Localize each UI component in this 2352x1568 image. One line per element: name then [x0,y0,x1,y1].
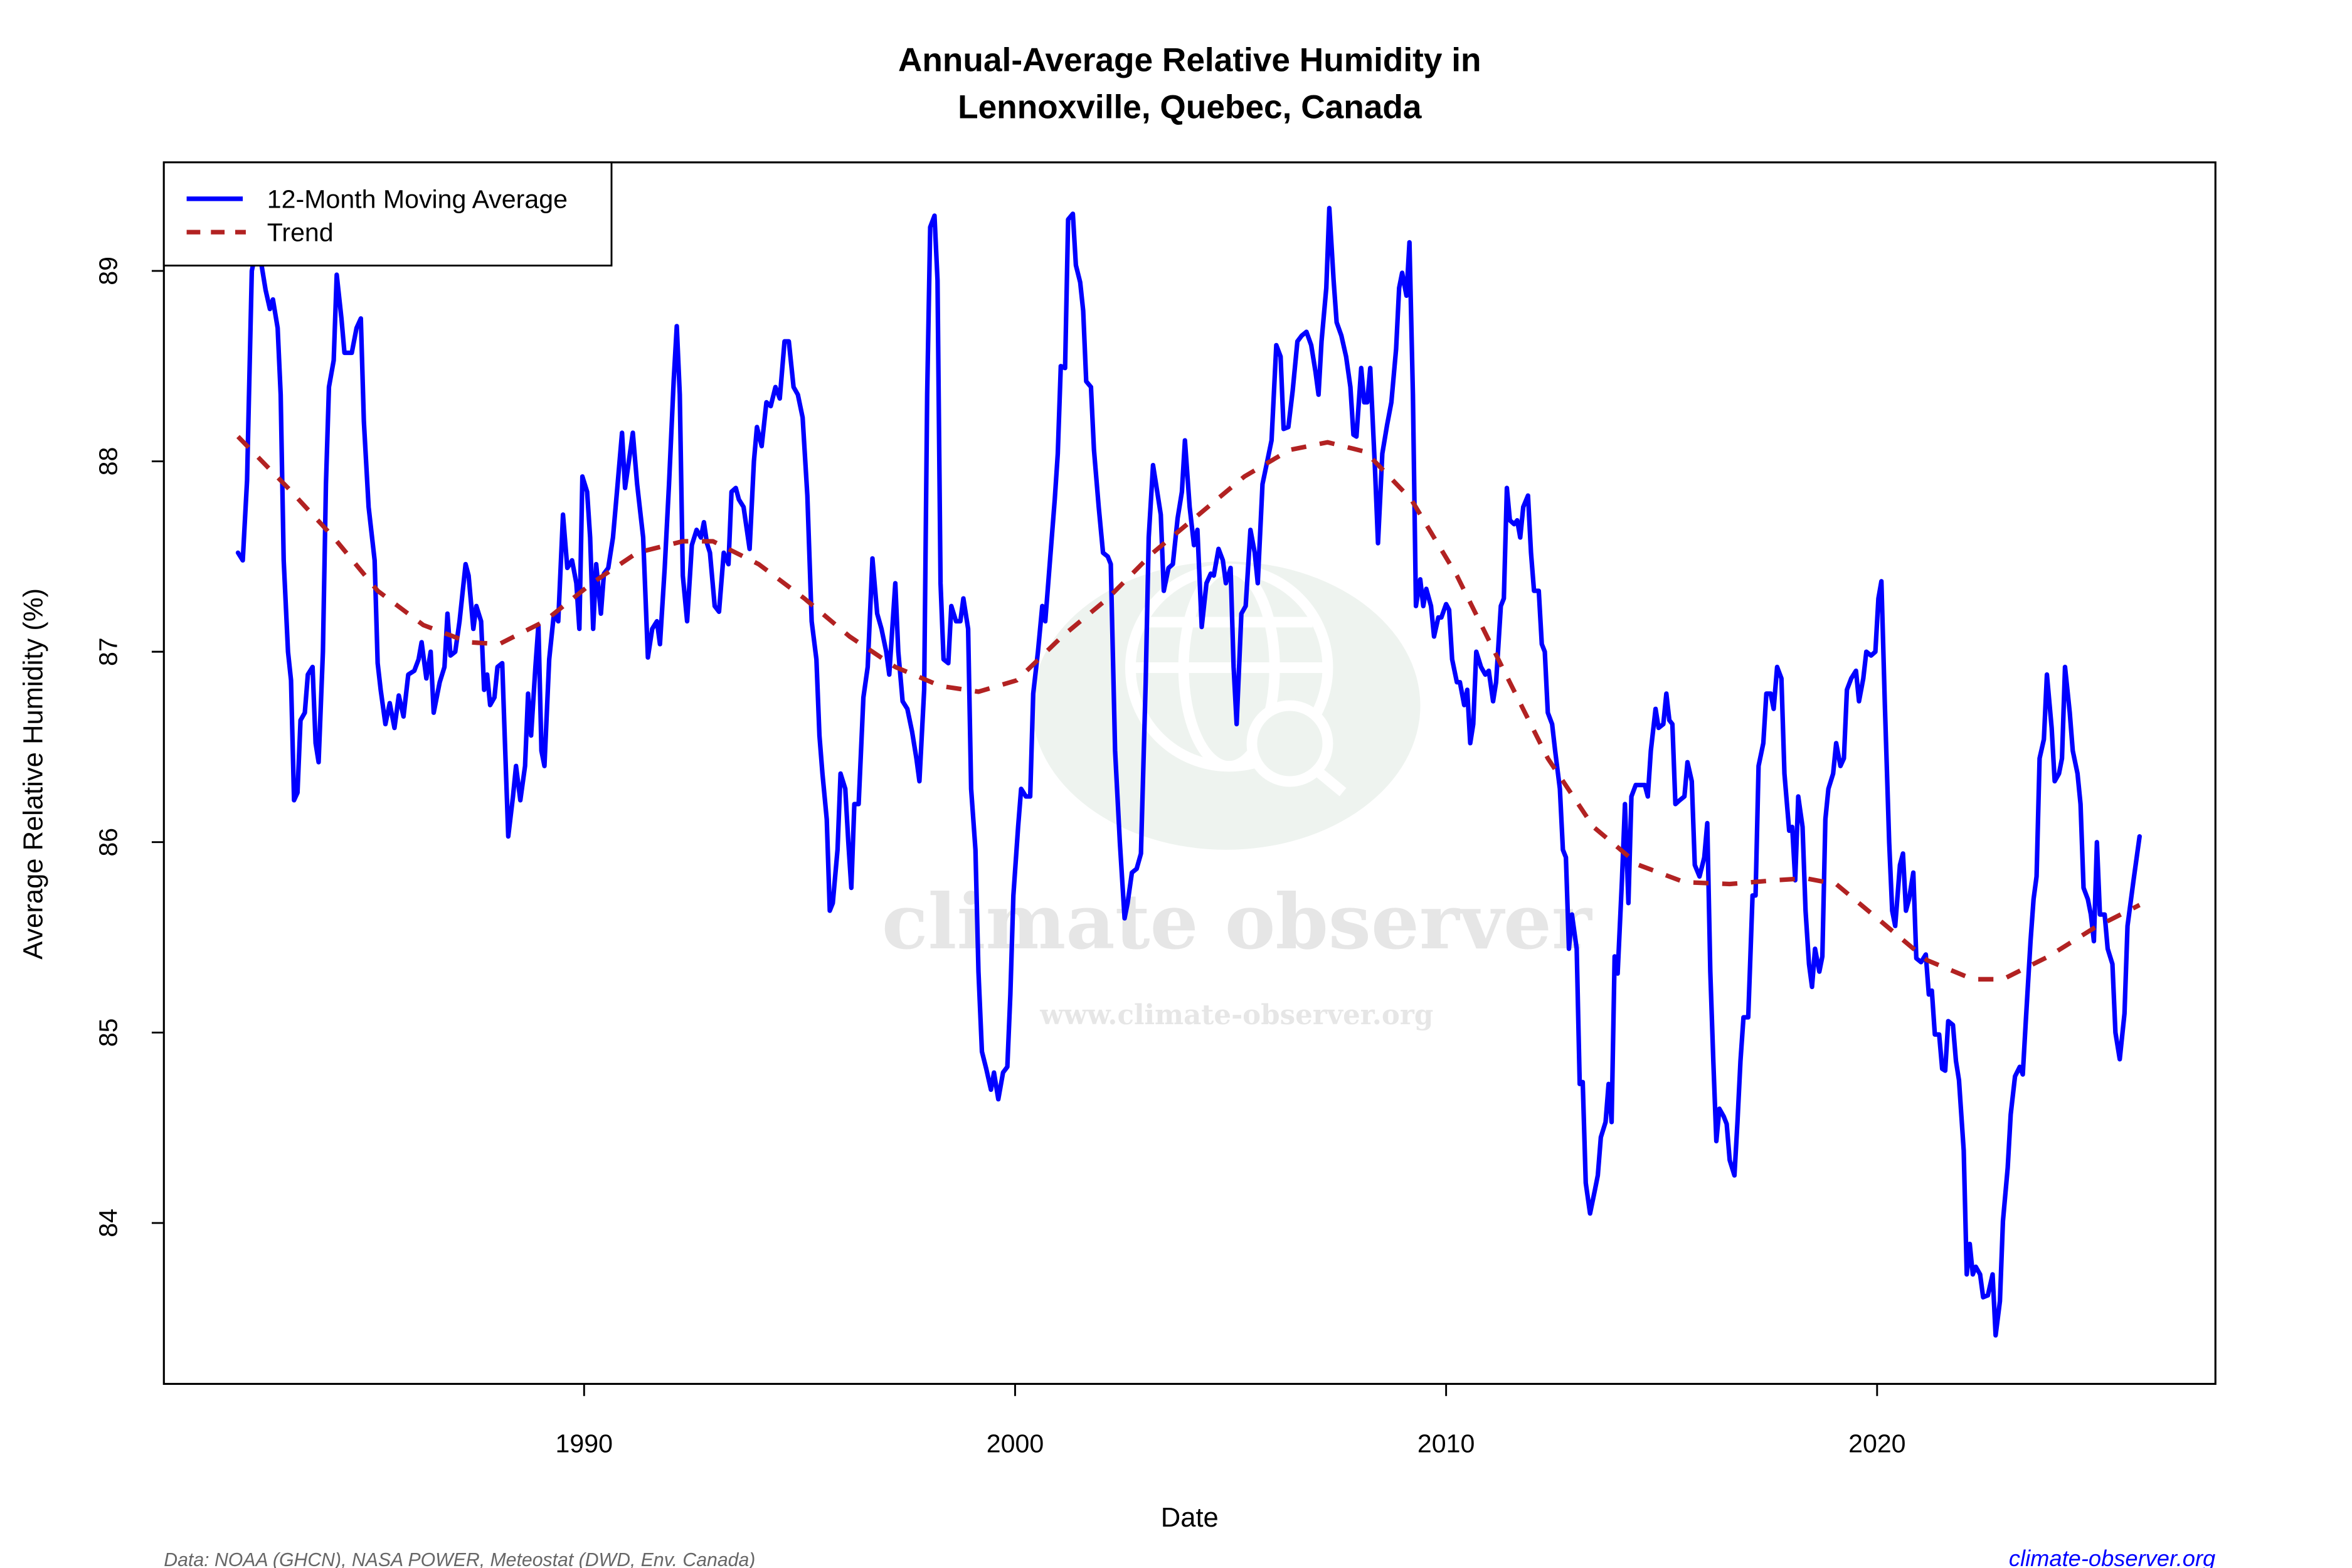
watermark: climate observer www.climate-observer.or… [882,561,1592,1031]
y-tick-label: 85 [93,1018,122,1047]
chart-title-line-2: Lennoxville, Quebec, Canada [958,89,1422,126]
legend-label-trend: Trend [267,218,334,247]
x-axis: 1990 2000 2010 2020 [556,1384,1906,1458]
x-tick-label: 1990 [556,1429,613,1458]
data-source-note: Data: NOAA (GHCN), NASA POWER, Meteostat… [164,1550,755,1568]
plot-lines [235,206,2142,1338]
x-axis-label: Date [1161,1503,1219,1533]
y-tick-label: 89 [93,257,122,285]
x-tick-label: 2000 [987,1429,1044,1458]
y-tick-label: 88 [93,447,122,476]
legend-label-moving-average: 12-Month Moving Average [267,184,568,213]
y-axis: 84 85 86 87 88 89 [93,257,164,1237]
y-tick-label: 87 [93,637,122,666]
y-axis-label: Average Relative Humidity (%) [19,588,49,960]
series-line-trend [236,435,2141,982]
plot-frame [162,161,2217,1385]
series-line-moving-average [235,206,2142,1338]
y-tick-label: 86 [93,828,122,857]
watermark-ellipse [1032,561,1421,850]
watermark-url: www.climate-observer.org [1039,999,1433,1031]
site-link[interactable]: climate-observer.org [2009,1545,2215,1568]
chart-title-line-1: Annual-Average Relative Humidity in [898,42,1481,79]
x-tick-label: 2010 [1417,1429,1475,1458]
x-tick-label: 2020 [1848,1429,1905,1458]
y-tick-label: 84 [93,1209,122,1237]
watermark-name: climate observer [882,877,1592,967]
legend-box [162,161,613,267]
legend: 12-Month Moving Average Trend [162,161,613,267]
